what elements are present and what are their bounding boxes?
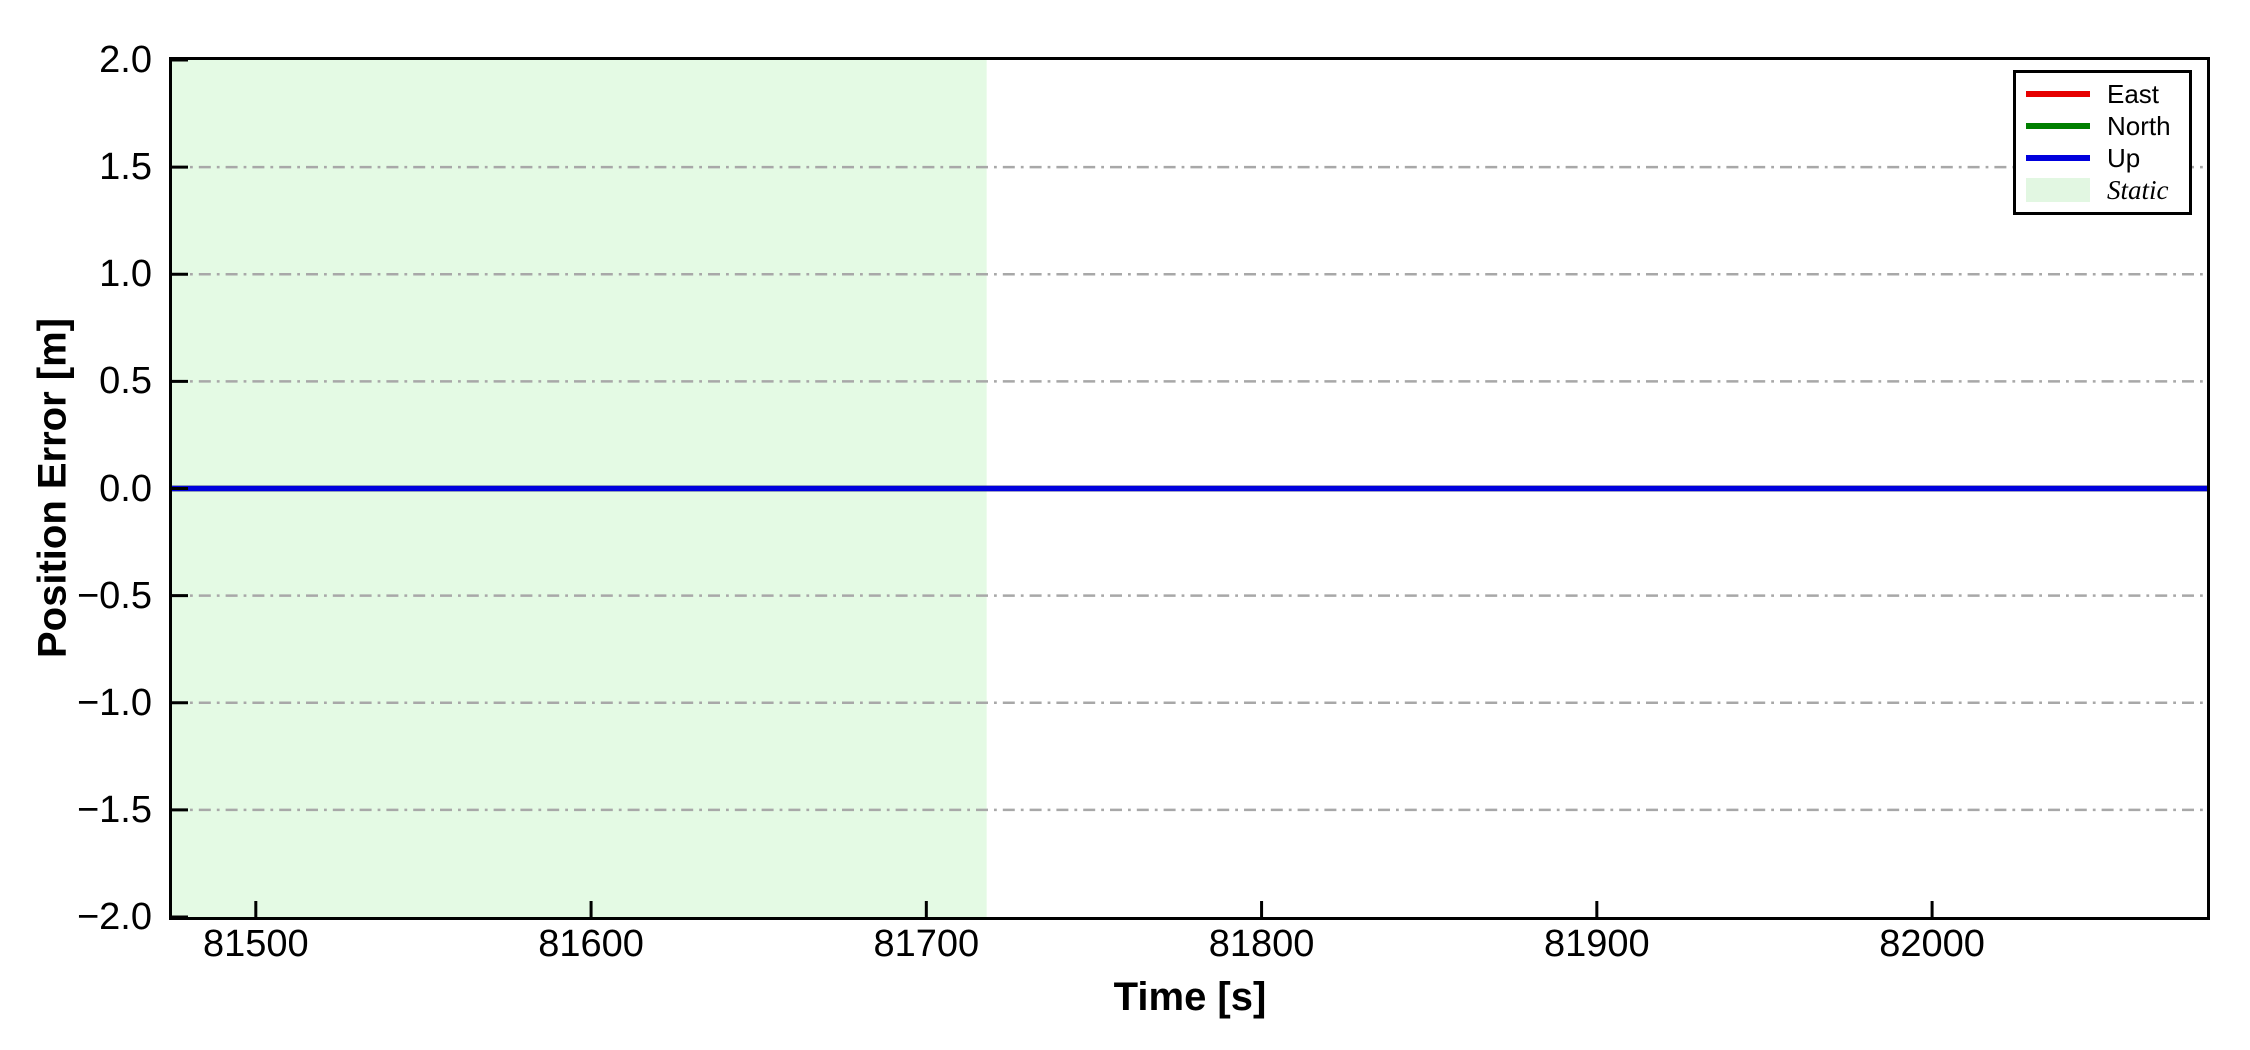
y-tick-label: 0.5	[99, 360, 152, 403]
plot-canvas	[172, 60, 2207, 917]
east-line-swatch	[2026, 91, 2090, 97]
x-tick-label: 81600	[538, 923, 644, 965]
x-tick-label: 81800	[1208, 923, 1315, 965]
x-tick-label: 81500	[202, 923, 309, 965]
legend-entry-static: Static	[2026, 174, 2189, 206]
up-line-swatch	[2026, 155, 2090, 161]
x-tick-label: 81700	[873, 923, 980, 965]
x-tick-label: 82000	[1879, 923, 1985, 965]
y-tick-label: −0.5	[76, 574, 152, 617]
legend-entry-east: East	[2026, 78, 2189, 110]
legend: East North Up Static	[2013, 70, 2192, 215]
legend-entry-up: Up	[2026, 142, 2189, 174]
y-tick-label: 2.0	[99, 39, 152, 81]
legend-label-static: Static	[2107, 175, 2169, 205]
x-axis-label: Time [s]	[1113, 975, 1267, 1019]
legend-label-north: North	[2107, 111, 2171, 141]
legend-label-east: East	[2107, 79, 2160, 109]
y-tick-label: 1.0	[99, 253, 152, 296]
legend-label-up: Up	[2107, 143, 2141, 173]
y-tick-label: −2.0	[76, 896, 152, 938]
plot-area	[169, 57, 2210, 920]
legend-entry-north: North	[2026, 110, 2189, 142]
static-region-swatch	[2026, 178, 2090, 202]
y-tick-label: 1.5	[99, 146, 152, 189]
y-tick-label: −1.5	[76, 788, 152, 831]
y-tick-label: −1.0	[76, 681, 152, 724]
y-tick-label: 0.0	[99, 467, 152, 510]
north-line-swatch	[2026, 123, 2090, 129]
x-tick-label: 81900	[1543, 923, 1650, 965]
